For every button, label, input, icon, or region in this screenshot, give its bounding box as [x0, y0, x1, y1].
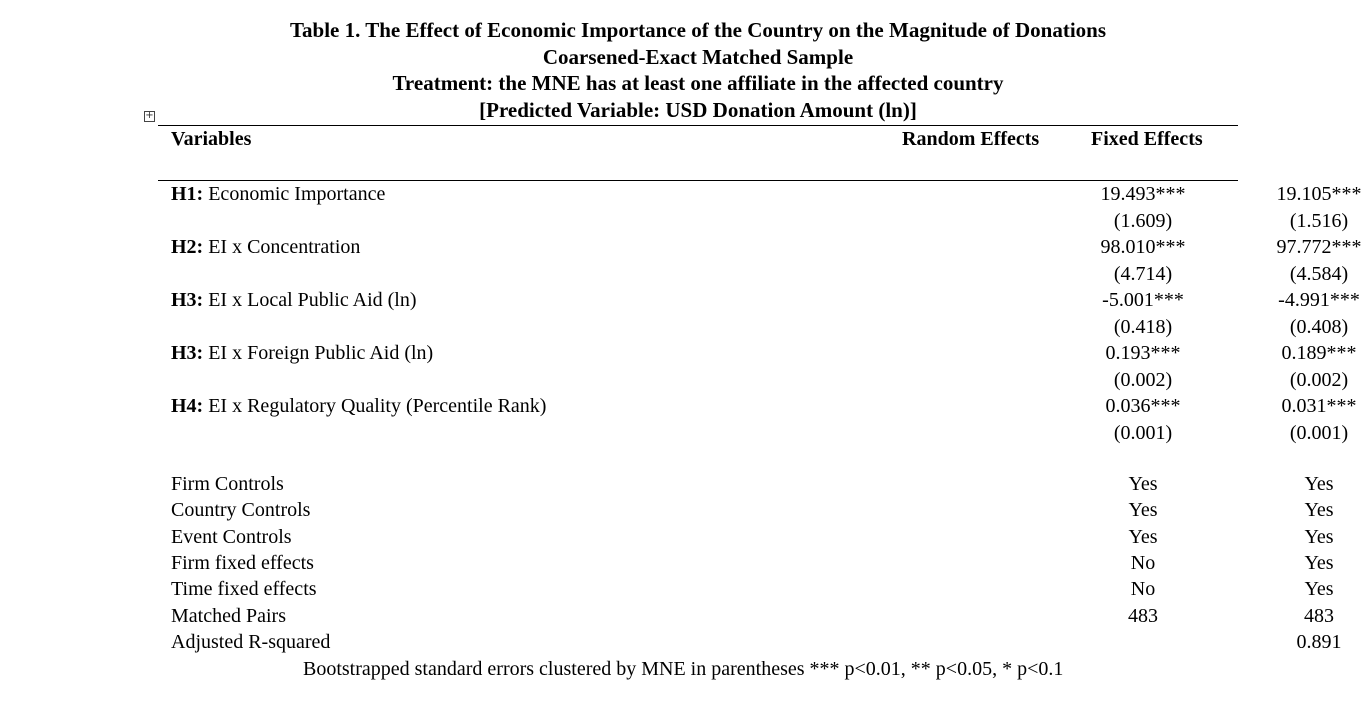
- random-effects-coefficient: 98.010***: [1100, 236, 1186, 258]
- table-row: H1: Economic Importance 19.493*** 19.105**…: [171, 181, 1362, 208]
- fixed-effects-standard-error: (0.408): [1289, 315, 1349, 338]
- random-effects-coefficient: -5.001***: [1102, 289, 1184, 311]
- random-effects-standard-error: (1.609): [1113, 209, 1173, 232]
- header-random-effects: Random Effects: [902, 128, 1040, 150]
- footnote: Bootstrapped standard errors clustered b…: [303, 658, 1064, 680]
- fixed-effects-value: 483: [1304, 604, 1334, 627]
- fixed-effects-standard-error: (1.516): [1289, 209, 1349, 232]
- table-row-standard-error: (0.418) (0.408): [171, 314, 1348, 341]
- random-effects-coefficient: 0.193***: [1105, 342, 1181, 364]
- table-row-standard-error: (4.714) (4.584): [171, 261, 1348, 288]
- random-effects-standard-error: (0.001): [1113, 421, 1173, 444]
- variable-name: EI x Regulatory Quality (Percentile Rank…: [203, 395, 547, 417]
- control-label: Firm Controls: [171, 473, 284, 495]
- fixed-effects-value: Yes: [1304, 578, 1334, 601]
- table-subtitle-treatment: Treatment: the MNE has at least one affi…: [392, 71, 1004, 95]
- table-row-standard-error: (0.001) (0.001): [171, 420, 1348, 447]
- table-row: Adjusted R-squared 0.891: [171, 629, 1342, 656]
- table-row: Matched Pairs 483 483: [171, 603, 1334, 630]
- table-row: H4: EI x Regulatory Quality (Percentile …: [171, 393, 1357, 420]
- control-label: Time fixed effects: [171, 578, 317, 601]
- variable-name: EI x Foreign Public Aid (ln): [203, 342, 434, 364]
- table-row: Time fixed effects No Yes: [171, 576, 1334, 603]
- random-effects-coefficient: 19.493***: [1100, 183, 1186, 205]
- table-row: H3: EI x Foreign Public Aid (ln) 0.193***…: [171, 340, 1357, 367]
- table-subtitle-predicted: [Predicted Variable: USD Donation Amount…: [479, 97, 917, 122]
- fixed-effects-coefficient: 97.772***: [1276, 236, 1362, 258]
- table-row-standard-error: (0.002) (0.002): [171, 367, 1348, 394]
- fixed-effects-standard-error: (0.002): [1289, 368, 1349, 391]
- control-label: Matched Pairs: [171, 604, 286, 627]
- variable-name: Economic Importance: [203, 183, 386, 205]
- hypothesis-tag: H3:: [171, 289, 204, 311]
- table-row: Firm Controls Yes Yes: [171, 471, 1334, 498]
- table-row: Firm fixed effects No Yes: [171, 550, 1334, 577]
- random-effects-coefficient: 0.036***: [1105, 395, 1181, 417]
- variable-name: EI x Concentration: [203, 236, 361, 258]
- control-label: Country Controls: [171, 499, 311, 522]
- fixed-effects-value: Yes: [1304, 473, 1334, 495]
- table-row: Event Controls Yes Yes: [171, 524, 1334, 551]
- variable-label: H3: EI x Local Public Aid (ln): [171, 287, 417, 314]
- table-row-standard-error: (1.609) (1.516): [171, 208, 1348, 235]
- fixed-effects-value: Yes: [1304, 525, 1334, 548]
- variable-name: EI x Local Public Aid (ln): [203, 289, 417, 311]
- table-move-icon[interactable]: +: [144, 110, 155, 122]
- fixed-effects-value: Yes: [1304, 499, 1334, 522]
- table-row: H2: EI x Concentration 98.010*** 97.772***: [171, 234, 1362, 261]
- table-row: Country Controls Yes Yes: [171, 497, 1334, 524]
- plus-icon: +: [145, 110, 154, 121]
- fixed-effects-coefficient: -4.991***: [1278, 289, 1360, 311]
- random-effects-standard-error: (0.418): [1113, 315, 1173, 338]
- header-fixed-effects: Fixed Effects: [1091, 128, 1203, 150]
- random-effects-standard-error: (4.714): [1113, 262, 1173, 285]
- header-top-rule: [158, 125, 1238, 126]
- fixed-effects-coefficient: 0.031***: [1281, 395, 1357, 417]
- variable-label: H1: Economic Importance: [171, 181, 385, 208]
- control-label: Firm fixed effects: [171, 551, 314, 574]
- random-effects-value: No: [1130, 578, 1156, 601]
- table-title: Table 1. The Effect of Economic Importan…: [289, 18, 1107, 42]
- table-row: H3: EI x Local Public Aid (ln) -5.001*** -…: [171, 287, 1360, 314]
- control-label: Adjusted R-squared: [171, 630, 331, 653]
- hypothesis-tag: H2:: [171, 236, 204, 258]
- fixed-effects-value: Yes: [1304, 551, 1334, 574]
- variable-label: H2: EI x Concentration: [171, 234, 360, 261]
- random-effects-value: Yes: [1128, 473, 1158, 495]
- fixed-effects-coefficient: 0.189***: [1281, 342, 1357, 364]
- random-effects-value: No: [1130, 551, 1156, 574]
- fixed-effects-coefficient: 19.105***: [1276, 183, 1362, 205]
- hypothesis-tag: H1:: [171, 183, 204, 205]
- hypothesis-tag: H3:: [171, 342, 204, 364]
- fixed-effects-value: 0.891: [1296, 630, 1342, 653]
- random-effects-value: 483: [1128, 604, 1158, 627]
- header-variables: Variables: [171, 128, 252, 150]
- random-effects-standard-error: (0.002): [1113, 368, 1173, 391]
- header-bottom-rule: [158, 180, 1238, 181]
- control-label: Event Controls: [171, 525, 292, 548]
- fixed-effects-standard-error: (0.001): [1289, 421, 1349, 444]
- hypothesis-tag: H4:: [171, 395, 204, 417]
- fixed-effects-standard-error: (4.584): [1289, 262, 1349, 285]
- variable-label: H3: EI x Foreign Public Aid (ln): [171, 340, 433, 367]
- variable-label: H4: EI x Regulatory Quality (Percentile …: [171, 393, 546, 420]
- table-subtitle-sample: Coarsened-Exact Matched Sample: [542, 44, 854, 69]
- random-effects-value: Yes: [1128, 499, 1158, 522]
- random-effects-value: Yes: [1128, 525, 1158, 548]
